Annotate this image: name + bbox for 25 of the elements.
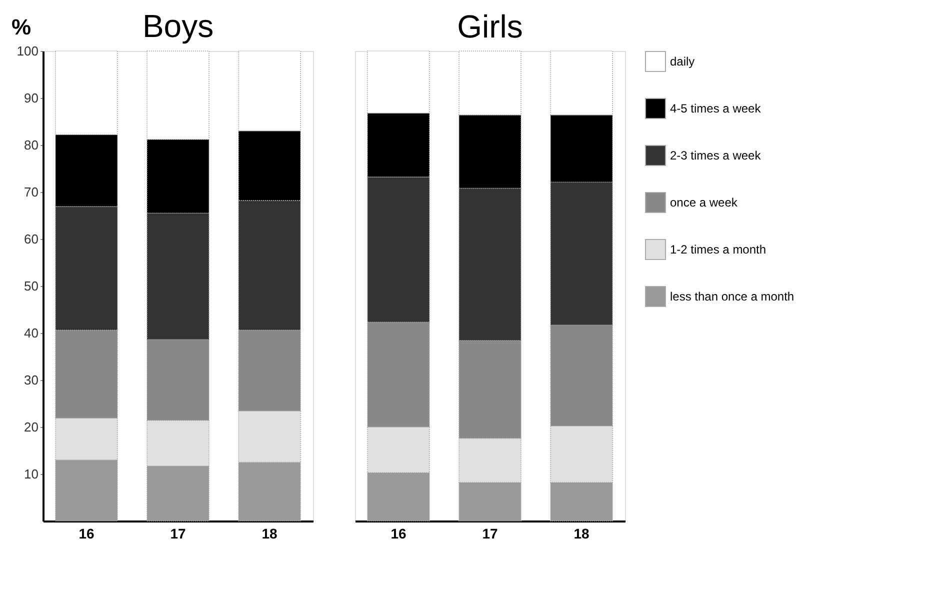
chart-title: Girls (457, 8, 523, 45)
legend-label: less than once a month (670, 290, 794, 304)
y-tick-label: 20 (24, 420, 38, 434)
y-tick-label: 10 (24, 466, 38, 482)
y-tick-label: 100 (16, 44, 38, 58)
y-tick-label: 90 (24, 90, 38, 106)
y-tick-label: 50 (24, 278, 38, 294)
x-tick-label: 18 (574, 526, 590, 542)
y-tick-label: 80 (24, 138, 38, 152)
x-tick-label: 17 (482, 526, 498, 542)
x-tick-label: 16 (390, 526, 406, 542)
chart-title: Boys (142, 8, 214, 44)
legend-label: daily (670, 54, 695, 68)
y-tick-label: 30 (24, 372, 38, 388)
y-axis-title: % (12, 14, 32, 40)
legend-label: 4-5 times a week (670, 102, 762, 116)
y-tick-label: 60 (24, 232, 38, 246)
y-tick-label: 40 (24, 326, 38, 340)
x-tick-label: 16 (78, 526, 94, 542)
x-tick-label: 18 (262, 526, 278, 542)
y-tick-label: 70 (24, 184, 38, 200)
x-tick-label: 17 (170, 526, 186, 542)
legend-label: 2-3 times a week (670, 148, 762, 162)
legend-label: 1-2 times a month (670, 242, 766, 256)
legend-label: once a week (670, 196, 738, 210)
